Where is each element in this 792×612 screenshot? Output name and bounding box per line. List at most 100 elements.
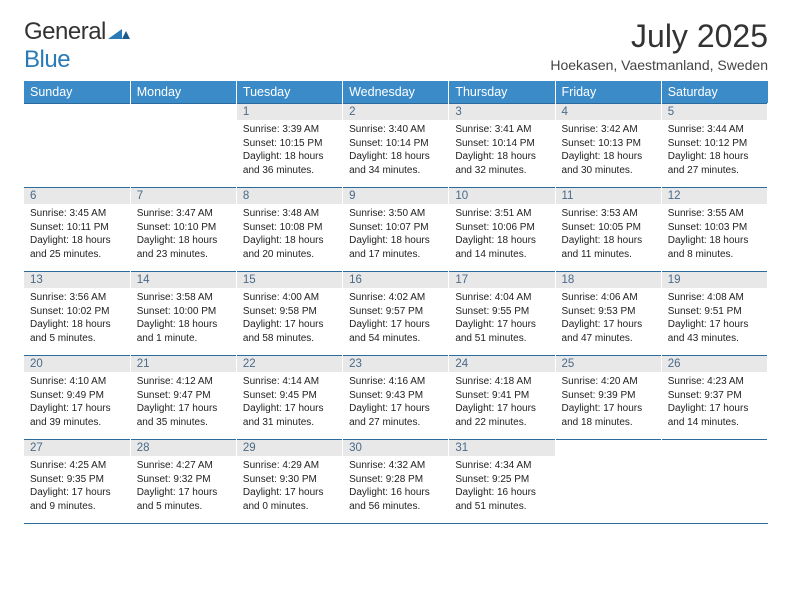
sunrise-text: Sunrise: 3:39 AM [243, 123, 336, 137]
header: General Blue July 2025 Hoekasen, Vaestma… [24, 18, 768, 77]
sunset-text: Sunset: 9:39 PM [562, 389, 655, 403]
daylight-text: Daylight: 18 hours and 34 minutes. [349, 150, 442, 177]
daylight-text: Daylight: 17 hours and 0 minutes. [243, 486, 336, 513]
day-number: 26 [661, 356, 767, 373]
daylight-text: Daylight: 18 hours and 36 minutes. [243, 150, 336, 177]
daylight-text: Daylight: 18 hours and 32 minutes. [455, 150, 548, 177]
day-cell: Sunrise: 4:27 AMSunset: 9:32 PMDaylight:… [130, 456, 236, 524]
sunrise-text: Sunrise: 4:25 AM [30, 459, 124, 473]
day-number: 22 [236, 356, 342, 373]
sunrise-text: Sunrise: 4:29 AM [243, 459, 336, 473]
sunrise-text: Sunrise: 4:14 AM [243, 375, 336, 389]
day-cell [24, 120, 130, 188]
sunset-text: Sunset: 9:37 PM [668, 389, 761, 403]
daylight-text: Daylight: 18 hours and 30 minutes. [562, 150, 655, 177]
day-header: Sunday [24, 81, 130, 104]
sunrise-text: Sunrise: 4:10 AM [30, 375, 124, 389]
daylight-text: Daylight: 16 hours and 51 minutes. [455, 486, 548, 513]
daylight-text: Daylight: 17 hours and 22 minutes. [455, 402, 548, 429]
content-row: Sunrise: 3:45 AMSunset: 10:11 PM Daylight… [24, 204, 768, 272]
day-number: 11 [555, 188, 661, 205]
sunset-text: Sunset: 9:32 PM [137, 473, 230, 487]
sunset-text: Sunset: 10:10 PM [137, 221, 230, 235]
day-cell: Sunrise: 3:51 AMSunset: 10:06 PMDaylight… [449, 204, 555, 272]
day-cell: Sunrise: 3:58 AMSunset: 10:00 PMDaylight… [130, 288, 236, 356]
daylight-text: Daylight: 18 hours and 17 minutes. [349, 234, 442, 261]
sunset-text: Sunset: 9:51 PM [668, 305, 761, 319]
day-cell: Sunrise: 4:34 AMSunset: 9:25 PMDaylight:… [449, 456, 555, 524]
daylight-text: Daylight: 17 hours and 51 minutes. [455, 318, 548, 345]
sunrise-text: Sunrise: 3:47 AM [137, 207, 230, 221]
sunrise-text: Sunrise: 4:34 AM [455, 459, 548, 473]
sunset-text: Sunset: 10:07 PM [349, 221, 442, 235]
day-cell: Sunrise: 4:10 AMSunset: 9:49 PMDaylight:… [24, 372, 130, 440]
day-number: 19 [661, 272, 767, 289]
day-number: 21 [130, 356, 236, 373]
day-cell: Sunrise: 4:18 AMSunset: 9:41 PMDaylight:… [449, 372, 555, 440]
day-number: 6 [24, 188, 130, 205]
day-number [555, 440, 661, 457]
content-row: Sunrise: 3:39 AMSunset: 10:15 PMDaylight… [24, 120, 768, 188]
logo-mark-icon [108, 18, 130, 46]
day-cell: Sunrise: 3:40 AMSunset: 10:14 PMDaylight… [343, 120, 449, 188]
day-cell: Sunrise: 3:42 AMSunset: 10:13 PMDaylight… [555, 120, 661, 188]
sunset-text: Sunset: 9:45 PM [243, 389, 336, 403]
sunset-text: Sunset: 10:06 PM [455, 221, 548, 235]
daylight-text: Daylight: 17 hours and 31 minutes. [243, 402, 336, 429]
sunset-text: Sunset: 9:55 PM [455, 305, 548, 319]
logo-word1: General [24, 18, 106, 45]
day-number: 30 [343, 440, 449, 457]
sunset-text: Sunset: 9:57 PM [349, 305, 442, 319]
sunset-text: Sunset: 10:00 PM [137, 305, 230, 319]
sunrise-text: Sunrise: 3:50 AM [349, 207, 442, 221]
daylight-text: Daylight: 18 hours and 1 minute. [137, 318, 230, 345]
sunrise-text: Sunrise: 3:48 AM [243, 207, 336, 221]
sunrise-text: Sunrise: 3:44 AM [668, 123, 761, 137]
sunset-text: Sunset: 10:03 PM [668, 221, 761, 235]
sunrise-text: Sunrise: 3:45 AM [30, 207, 124, 221]
sunset-text: Sunset: 9:25 PM [455, 473, 548, 487]
sunrise-text: Sunrise: 4:08 AM [668, 291, 761, 305]
day-number: 25 [555, 356, 661, 373]
day-cell: Sunrise: 4:12 AMSunset: 9:47 PMDaylight:… [130, 372, 236, 440]
day-cell: Sunrise: 4:00 AMSunset: 9:58 PMDaylight:… [236, 288, 342, 356]
day-cell: Sunrise: 3:55 AMSunset: 10:03 PMDaylight… [661, 204, 767, 272]
day-cell: Sunrise: 4:02 AMSunset: 9:57 PMDaylight:… [343, 288, 449, 356]
day-number: 1 [236, 104, 342, 121]
daylight-text: Daylight: 18 hours and 11 minutes. [562, 234, 655, 261]
day-cell: Sunrise: 3:45 AMSunset: 10:11 PMDaylight… [24, 204, 130, 272]
day-cell: Sunrise: 3:48 AMSunset: 10:08 PMDaylight… [236, 204, 342, 272]
daylight-text: Daylight: 17 hours and 14 minutes. [668, 402, 761, 429]
sunset-text: Sunset: 10:08 PM [243, 221, 336, 235]
sunset-text: Sunset: 10:12 PM [668, 137, 761, 151]
daylight-text: Daylight: 17 hours and 39 minutes. [30, 402, 124, 429]
sunrise-text: Sunrise: 4:00 AM [243, 291, 336, 305]
sunset-text: Sunset: 9:49 PM [30, 389, 124, 403]
daylight-text: Daylight: 17 hours and 35 minutes. [137, 402, 230, 429]
day-number: 3 [449, 104, 555, 121]
day-header: Wednesday [343, 81, 449, 104]
sunset-text: Sunset: 10:05 PM [562, 221, 655, 235]
logo-text: General Blue [24, 18, 130, 74]
content-row: Sunrise: 4:10 AMSunset: 9:49 PMDaylight:… [24, 372, 768, 440]
day-number: 10 [449, 188, 555, 205]
day-cell: Sunrise: 4:04 AMSunset: 9:55 PMDaylight:… [449, 288, 555, 356]
day-number: 24 [449, 356, 555, 373]
day-cell: Sunrise: 4:06 AMSunset: 9:53 PMDaylight:… [555, 288, 661, 356]
sunset-text: Sunset: 10:11 PM [30, 221, 124, 235]
daynum-row: 12345 [24, 104, 768, 121]
day-number: 4 [555, 104, 661, 121]
sunrise-text: Sunrise: 3:56 AM [30, 291, 124, 305]
daylight-text: Daylight: 18 hours and 14 minutes. [455, 234, 548, 261]
day-number: 7 [130, 188, 236, 205]
logo: General Blue [24, 18, 130, 74]
day-number: 12 [661, 188, 767, 205]
sunset-text: Sunset: 10:14 PM [455, 137, 548, 151]
sunrise-text: Sunrise: 4:23 AM [668, 375, 761, 389]
day-number: 29 [236, 440, 342, 457]
sunrise-text: Sunrise: 4:12 AM [137, 375, 230, 389]
day-header: Tuesday [236, 81, 342, 104]
daylight-text: Daylight: 17 hours and 47 minutes. [562, 318, 655, 345]
day-cell: Sunrise: 3:47 AMSunset: 10:10 PMDaylight… [130, 204, 236, 272]
page-title: July 2025 [550, 18, 768, 55]
